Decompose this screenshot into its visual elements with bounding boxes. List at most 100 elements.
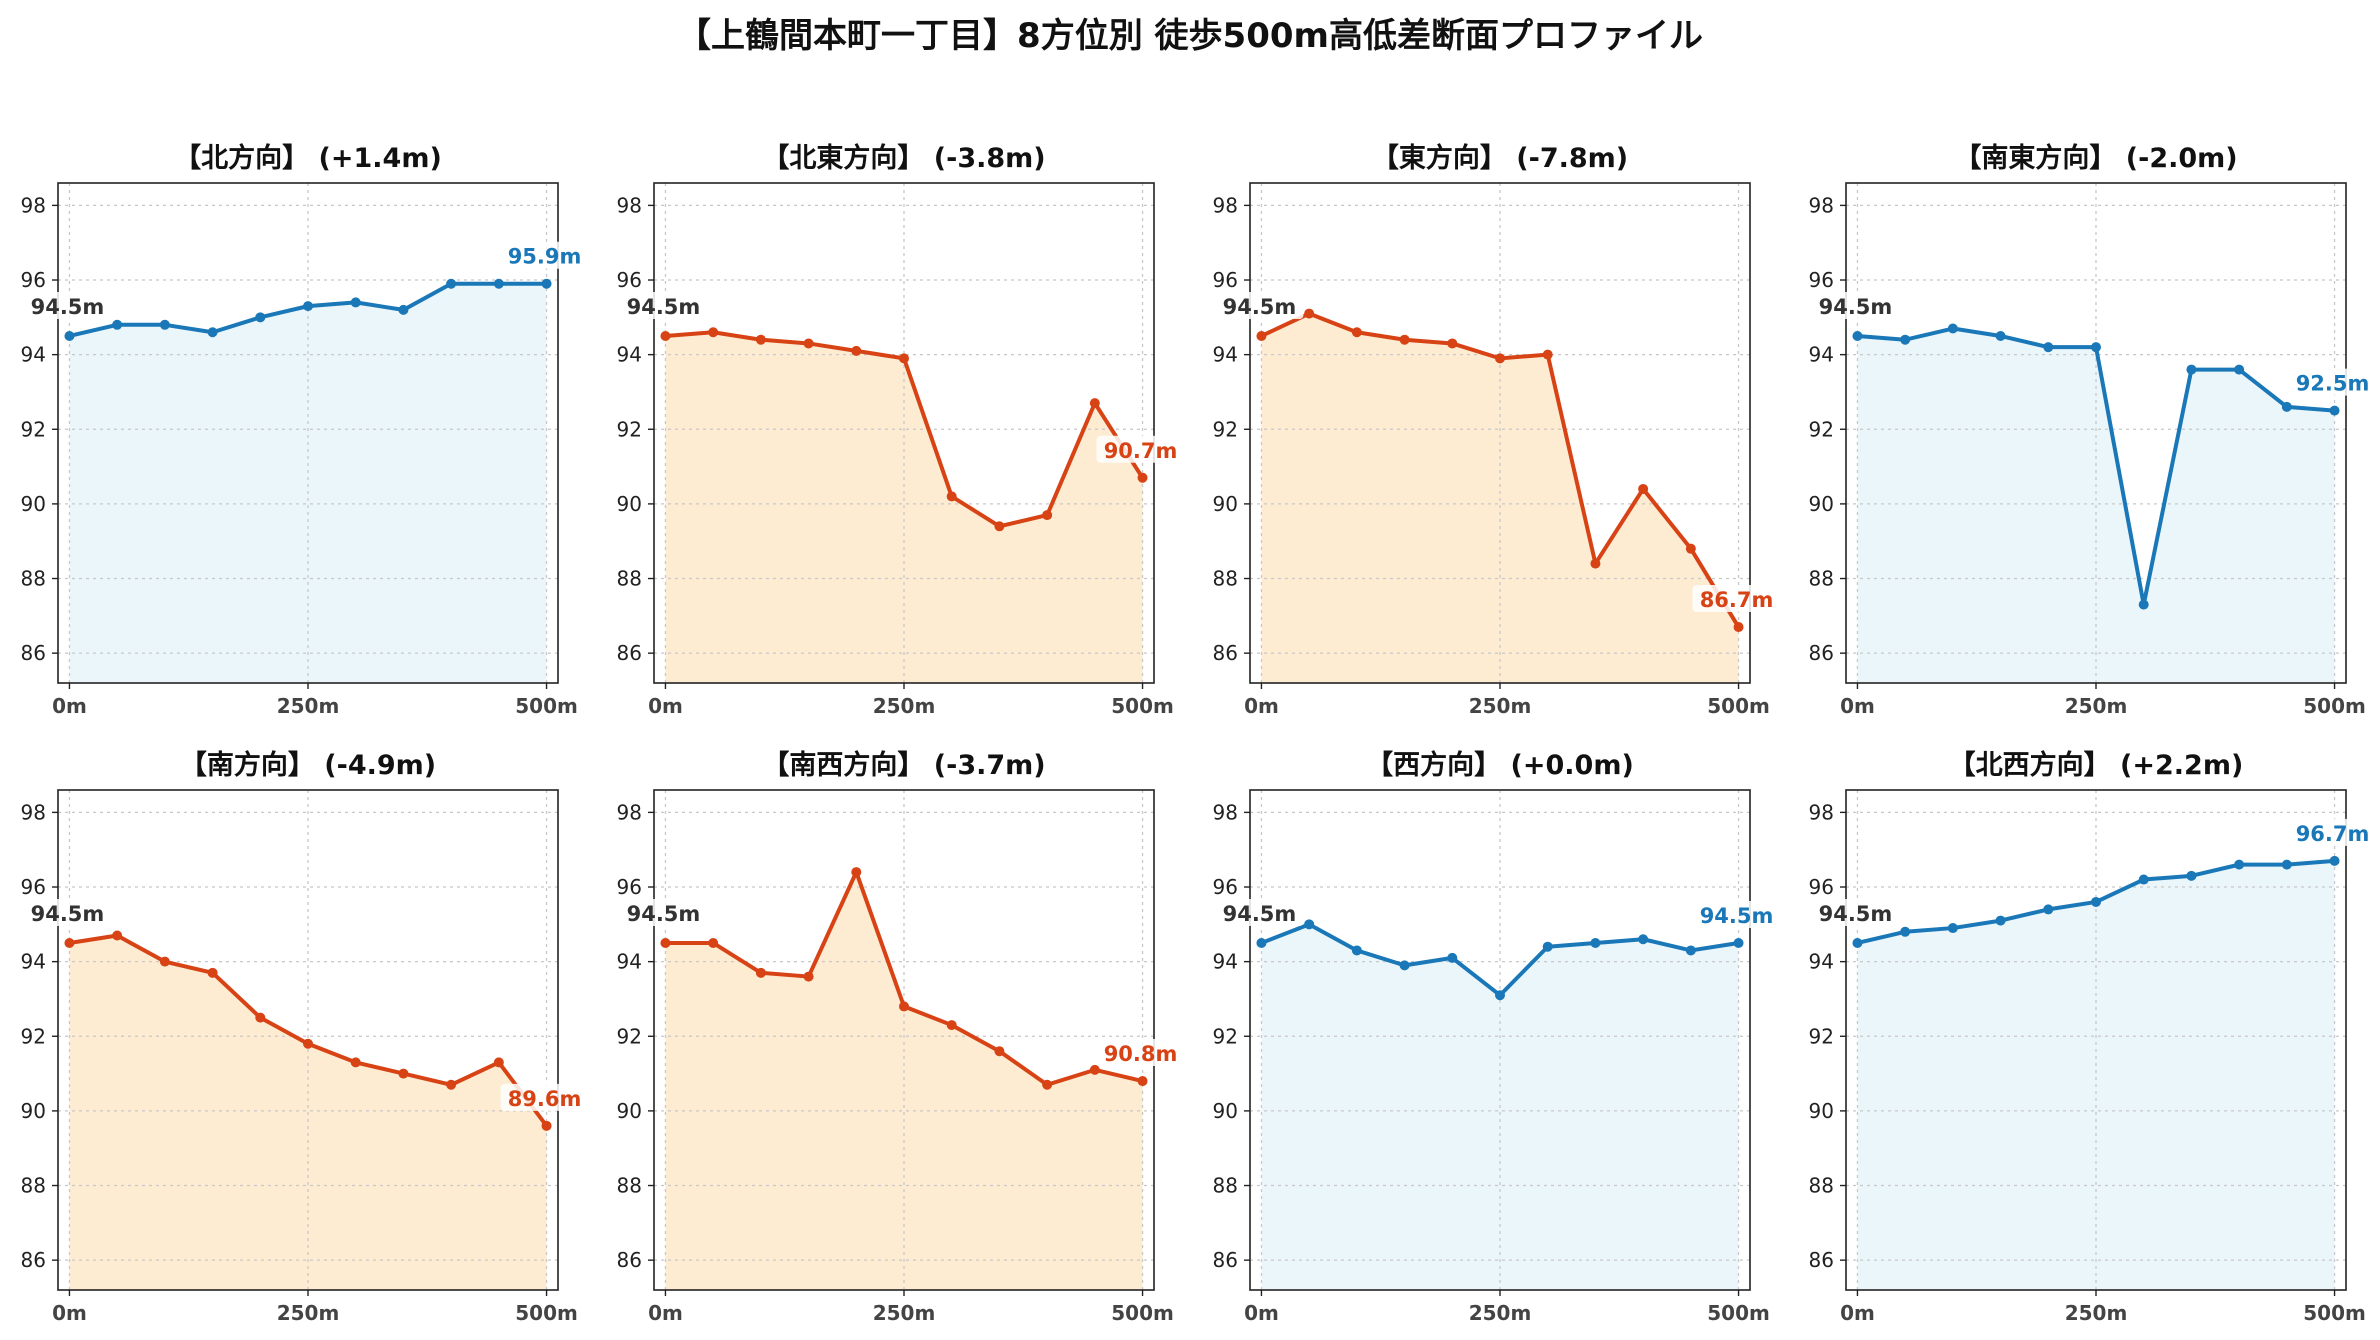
chart-panel-2: 【東方向】 (-7.8m) 86 88 90 92 94 96 98 0m 250m 500m 94.… — [1213, 142, 1781, 718]
data-point — [660, 937, 671, 948]
data-point — [1852, 937, 1863, 948]
x-tick-label: 0m — [52, 694, 87, 718]
start-label: 94.5m — [1223, 902, 1297, 926]
data-point — [1042, 510, 1053, 521]
data-point — [2234, 364, 2245, 375]
y-tick-label: 88 — [617, 567, 642, 591]
y-tick-label: 98 — [1809, 800, 1834, 824]
data-point — [350, 1057, 361, 1068]
area-fill — [69, 283, 547, 683]
y-tick-label: 98 — [21, 800, 46, 824]
data-point — [112, 319, 123, 330]
y-tick-label: 90 — [1809, 1099, 1834, 1123]
x-tick-label: 250m — [1469, 1301, 1532, 1325]
data-point — [803, 971, 814, 982]
x-tick-label: 0m — [648, 1301, 683, 1325]
data-point — [541, 278, 552, 289]
start-label-bg — [23, 898, 112, 926]
y-tick-label: 92 — [1213, 1024, 1238, 1048]
x-tick-label: 500m — [515, 694, 578, 718]
x-tick-label: 500m — [2303, 694, 2366, 718]
y-tick-label: 98 — [1213, 800, 1238, 824]
data-point — [1256, 937, 1267, 948]
end-label-bg — [500, 241, 589, 269]
data-point — [493, 278, 504, 289]
data-point — [1351, 945, 1362, 956]
panel-title: 【南方向】 (-4.9m) — [180, 749, 436, 781]
start-label-bg — [1811, 898, 1900, 926]
data-point — [303, 301, 313, 312]
x-tick-label: 500m — [1707, 1301, 1770, 1325]
end-label: 90.7m — [1104, 439, 1178, 463]
x-tick-label: 250m — [873, 694, 936, 718]
data-point — [493, 1057, 504, 1068]
area-fill — [1857, 860, 2335, 1290]
end-label: 94.5m — [1700, 904, 1774, 928]
data-point — [2186, 870, 2197, 881]
data-point — [2234, 859, 2245, 870]
data-point — [899, 353, 909, 364]
y-tick-label: 98 — [21, 193, 46, 217]
data-point — [899, 1001, 909, 1012]
y-tick-label: 92 — [21, 417, 46, 441]
data-point — [1947, 323, 1958, 334]
data-point — [2281, 401, 2292, 412]
x-tick-label: 0m — [52, 1301, 87, 1325]
start-label: 94.5m — [627, 295, 701, 319]
data-point — [1304, 919, 1315, 930]
y-tick-label: 94 — [1809, 343, 1834, 367]
y-tick-label: 92 — [1213, 417, 1238, 441]
y-tick-label: 88 — [21, 1174, 46, 1198]
start-label-bg — [619, 898, 708, 926]
y-tick-label: 88 — [1809, 567, 1834, 591]
data-point — [446, 1079, 457, 1090]
data-point — [1089, 1064, 1100, 1075]
y-tick-label: 96 — [1213, 875, 1238, 899]
end-label: 89.6m — [508, 1087, 582, 1111]
y-tick-label: 90 — [1213, 1099, 1238, 1123]
panel-title: 【南西方向】 (-3.7m) — [762, 749, 1045, 781]
y-tick-label: 90 — [21, 492, 46, 516]
data-point — [159, 319, 170, 330]
panel-title: 【南東方向】 (-2.0m) — [1954, 142, 2237, 174]
data-point — [708, 937, 719, 948]
data-point — [2281, 859, 2292, 870]
data-point — [994, 521, 1005, 532]
data-point — [398, 304, 409, 315]
data-point — [1256, 330, 1267, 341]
y-tick-label: 96 — [21, 875, 46, 899]
start-label-bg — [1811, 291, 1900, 319]
y-tick-label: 88 — [1213, 567, 1238, 591]
y-tick-label: 86 — [1809, 641, 1834, 665]
start-label-bg — [1215, 291, 1304, 319]
start-label: 94.5m — [1223, 295, 1297, 319]
data-point — [1137, 1076, 1148, 1087]
end-label-bg — [2288, 818, 2377, 846]
data-point — [851, 867, 862, 878]
end-label-bg — [1692, 900, 1781, 928]
data-point — [1542, 349, 1553, 360]
y-tick-label: 94 — [21, 950, 46, 974]
data-point — [1495, 353, 1505, 364]
end-label-bg — [1096, 435, 1185, 463]
data-point — [64, 330, 75, 341]
start-label: 94.5m — [31, 295, 105, 319]
x-tick-label: 0m — [1840, 694, 1875, 718]
y-tick-label: 90 — [617, 1099, 642, 1123]
data-point — [1042, 1079, 1053, 1090]
data-point — [446, 278, 457, 289]
panel-title: 【北方向】 (+1.4m) — [174, 142, 442, 174]
y-tick-label: 94 — [617, 950, 642, 974]
data-point — [994, 1046, 1005, 1057]
data-point — [1137, 472, 1148, 483]
x-tick-label: 0m — [1244, 694, 1279, 718]
x-tick-label: 0m — [648, 694, 683, 718]
start-label: 94.5m — [627, 902, 701, 926]
end-label-bg — [1692, 585, 1781, 613]
data-point — [1995, 915, 2006, 926]
data-point — [1447, 952, 1458, 963]
x-tick-label: 500m — [1111, 694, 1174, 718]
start-label: 94.5m — [1819, 295, 1893, 319]
chart-panel-5: 【南西方向】 (-3.7m) 86 88 90 92 94 96 98 0m 250m 500m 94… — [617, 749, 1185, 1325]
y-tick-label: 98 — [1213, 193, 1238, 217]
